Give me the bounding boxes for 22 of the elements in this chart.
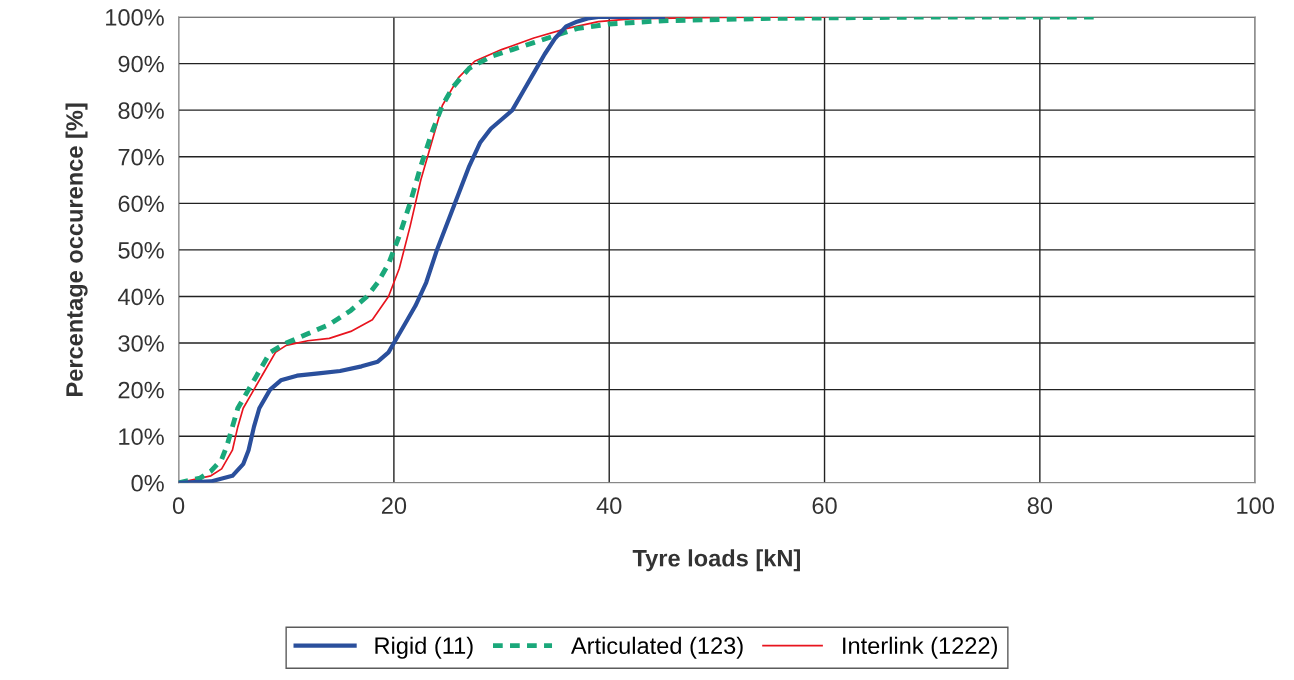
y-tick-label: 0% — [131, 474, 164, 492]
y-tick-label: 20% — [118, 381, 164, 399]
y-tick-label: 60% — [118, 195, 164, 213]
legend-label: Rigid (11) — [375, 636, 473, 659]
y-tick-label: 90% — [118, 55, 164, 73]
legend-label: Articulated (123) — [570, 636, 743, 659]
x-tick-label: 40 — [596, 497, 622, 515]
y-tick-label: 50% — [118, 241, 164, 259]
y-tick-label: 40% — [117, 288, 164, 306]
x-tick-label: 20 — [381, 497, 407, 515]
x-axis-title: Tyre loads [kN] — [632, 549, 800, 572]
x-tick-label: 60 — [812, 497, 837, 515]
legend-label: Interlink (1222) — [843, 636, 997, 659]
y-tick-label: 100% — [106, 9, 164, 26]
x-tick-label: 100 — [1237, 497, 1274, 515]
y-tick-label: 70% — [118, 148, 164, 166]
y-tick-label: 10% — [119, 428, 164, 446]
x-tick-label: 80 — [1027, 497, 1053, 515]
x-tick-label: 0 — [172, 497, 185, 515]
y-tick-label: 30% — [118, 335, 164, 352]
y-axis-title: Percentage occurence [%] — [65, 103, 88, 396]
y-tick-label: 80% — [118, 102, 164, 119]
